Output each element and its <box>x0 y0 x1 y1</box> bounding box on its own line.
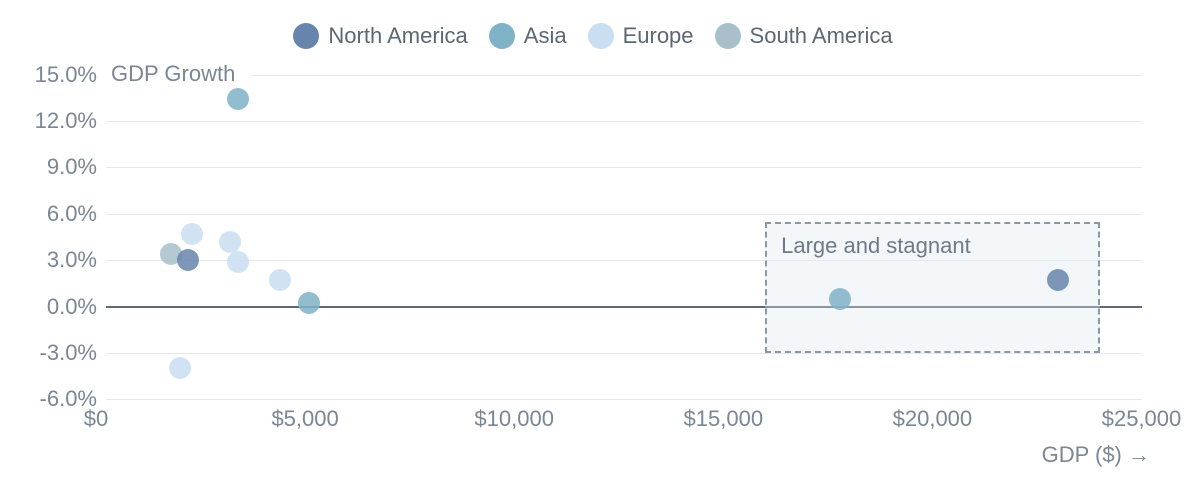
y-tick-label: 9.0% <box>46 154 97 180</box>
y-tick-label: 3.0% <box>46 247 97 273</box>
legend-item-north-america: North America <box>293 23 468 49</box>
gridline <box>106 399 1142 401</box>
data-point-north-america <box>177 249 199 272</box>
x-tick-label: $5,000 <box>271 406 339 431</box>
x-tick-label: $25,000 <box>1101 406 1182 431</box>
legend-swatch-icon <box>714 23 741 49</box>
legend-label: South America <box>749 23 893 48</box>
data-point-asia <box>829 287 852 310</box>
gridline <box>106 213 1142 215</box>
y-tick-label: 12.0% <box>34 108 97 134</box>
data-point-europe <box>227 250 250 273</box>
data-point-europe <box>181 222 204 245</box>
legend-item-asia: Asia <box>488 23 567 49</box>
y-tick-label: -6.0% <box>39 386 97 412</box>
gridline <box>106 121 1142 123</box>
data-point-asia <box>227 88 250 111</box>
legend-swatch-icon <box>488 23 515 49</box>
gridline <box>252 74 1142 76</box>
data-point-europe <box>269 269 291 292</box>
data-point-asia <box>298 292 321 315</box>
annotation-label: Large and stagnant <box>781 232 971 258</box>
x-tick-label: $15,000 <box>683 406 764 431</box>
data-point-europe <box>168 357 191 380</box>
x-axis-title: GDP ($) → <box>1041 442 1150 467</box>
x-tick-label: $10,000 <box>474 406 554 431</box>
legend-label: Asia <box>523 23 567 48</box>
y-tick-label: -3.0% <box>39 339 97 365</box>
gridline <box>106 352 1142 354</box>
chart-legend: North America Asia Europe South America <box>0 23 1186 49</box>
y-tick-label: 6.0% <box>46 200 97 226</box>
annotation-box <box>765 221 1100 353</box>
legend-label: North America <box>328 23 468 48</box>
legend-swatch-icon <box>293 23 320 49</box>
legend-label: Europe <box>622 23 694 48</box>
y-tick-label: 0.0% <box>46 293 97 319</box>
data-point-south-america <box>160 242 183 265</box>
legend-item-south-america: South America <box>714 23 893 49</box>
x-tick-label: $20,000 <box>892 406 973 431</box>
gridline <box>106 167 1142 169</box>
data-point-north-america <box>1046 269 1069 292</box>
y-tick-label: 15.0% <box>34 61 97 87</box>
gridline <box>106 260 1142 262</box>
data-point-europe <box>218 230 241 253</box>
y-axis-title: GDP Growth <box>111 61 236 86</box>
legend-item-europe: Europe <box>587 23 694 49</box>
legend-swatch-icon <box>587 23 614 49</box>
zero-axis-line <box>106 305 1142 308</box>
x-tick-label: $0 <box>83 406 109 431</box>
